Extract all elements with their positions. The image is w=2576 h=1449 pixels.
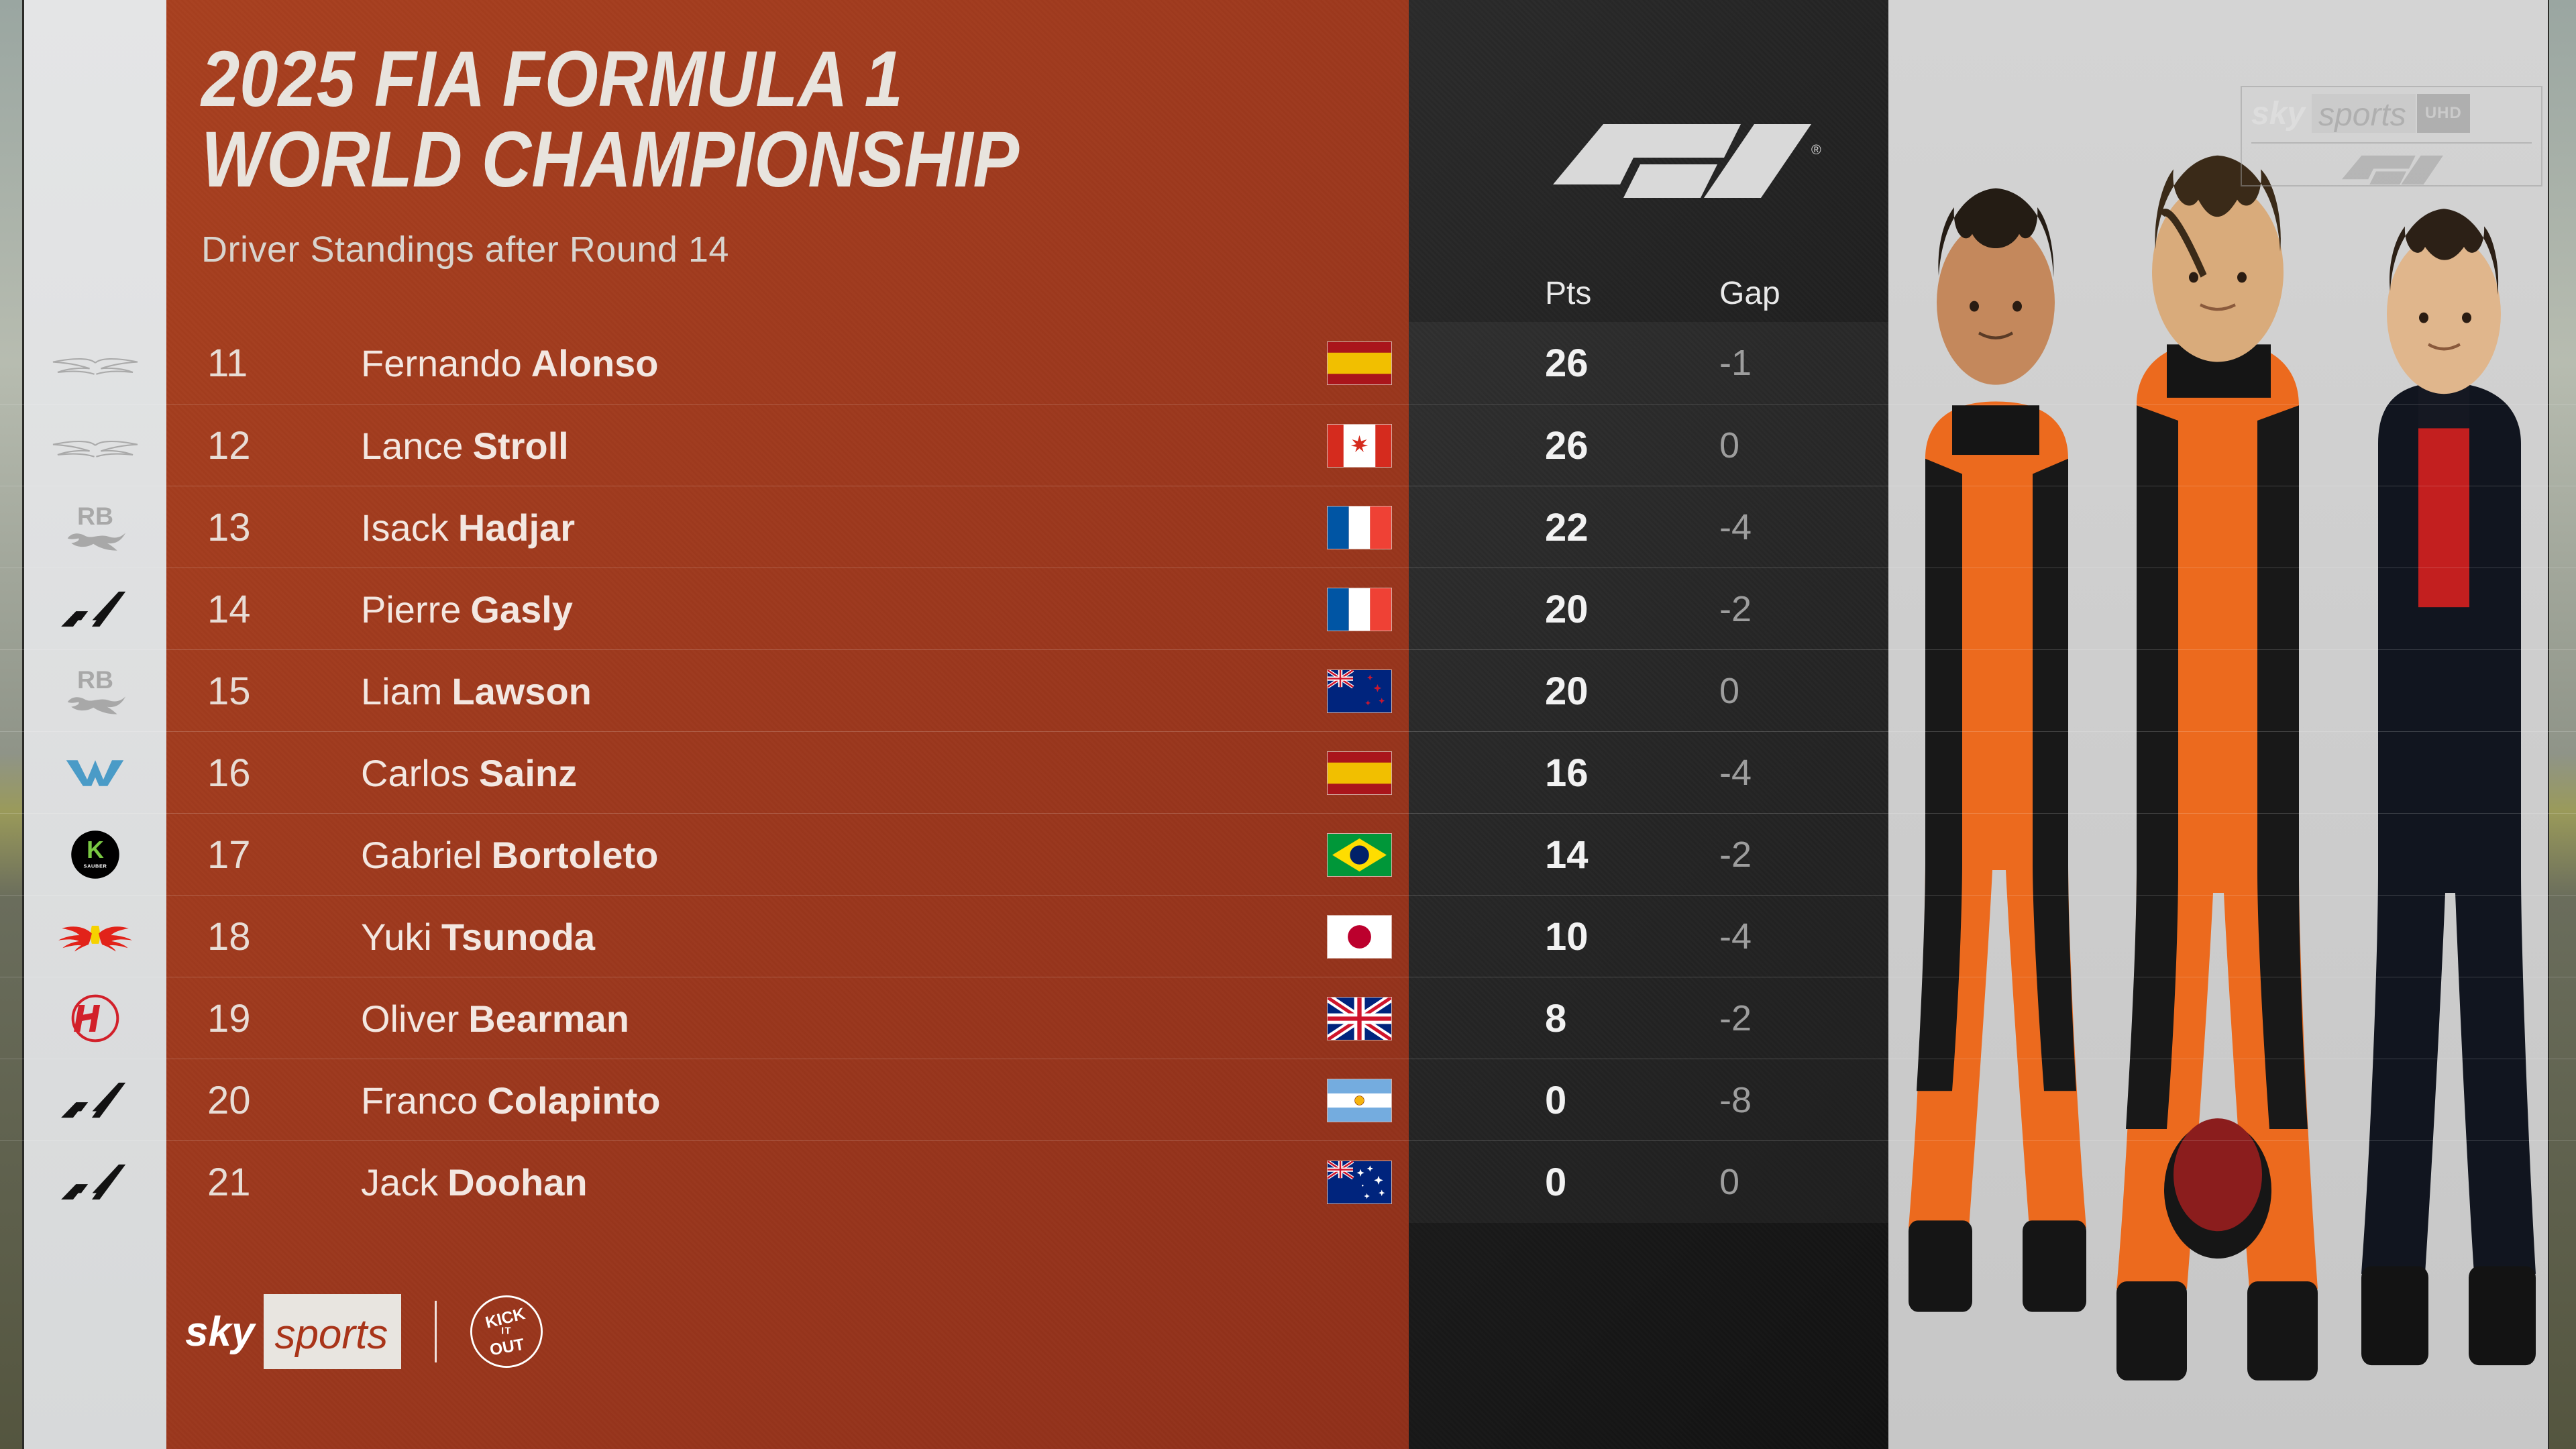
svg-text:®: ® xyxy=(1811,143,1821,158)
svg-text:RB: RB xyxy=(77,503,113,530)
svg-text:IT: IT xyxy=(501,1326,512,1337)
svg-text:SAUBER: SAUBER xyxy=(84,863,107,869)
svg-text:K: K xyxy=(87,837,104,863)
svg-text:RB: RB xyxy=(77,667,113,694)
svg-text:OUT: OUT xyxy=(488,1336,526,1360)
